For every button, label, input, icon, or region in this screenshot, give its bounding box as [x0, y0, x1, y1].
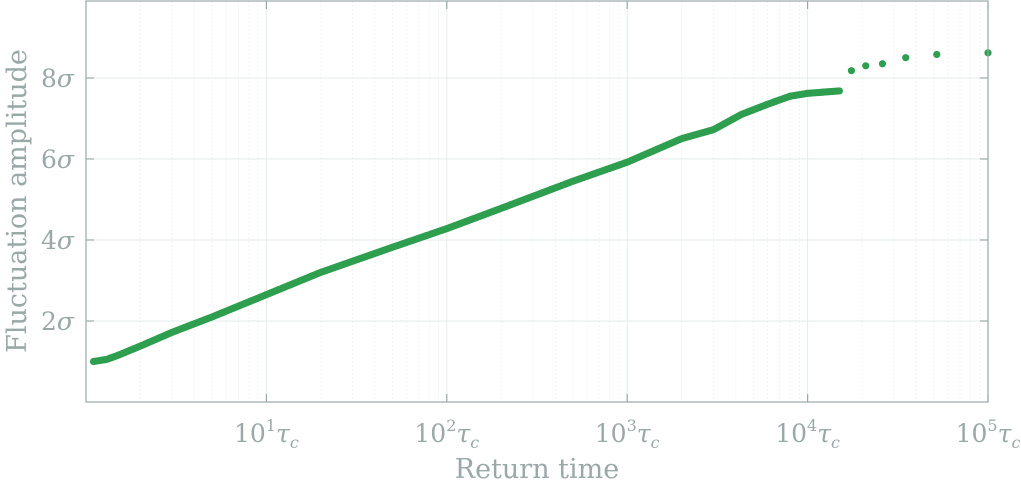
y-axis-label: Fluctuation amplitude [2, 49, 33, 353]
data-point [878, 60, 887, 68]
grid [86, 1, 989, 402]
x-tick-label: 105τc [956, 416, 1021, 452]
data-point [862, 62, 870, 70]
ticks [86, 1, 989, 402]
x-axis-label: Return time [455, 454, 620, 482]
plot-frame [85, 0, 989, 403]
y-tick-label: 6σ [41, 145, 75, 174]
data-points [89, 49, 992, 366]
y-tick-label: 8σ [41, 64, 75, 93]
y-tick-labels: 2σ 4σ 6σ 8σ [41, 64, 75, 336]
y-tick-label: 2σ [41, 307, 75, 336]
data-point [847, 67, 856, 75]
data-point [835, 87, 843, 95]
x-tick-label: 104τc [775, 416, 840, 452]
x-tick-label: 102τc [414, 416, 479, 452]
data-point [933, 50, 941, 59]
x-tick-label: 103τc [595, 416, 660, 452]
x-tick-labels: 101τc 102τc 103τc 104τc 105τc [234, 416, 1020, 452]
y-tick-label: 4σ [41, 226, 75, 255]
data-point [902, 54, 910, 62]
x-tick-label: 101τc [234, 416, 299, 452]
